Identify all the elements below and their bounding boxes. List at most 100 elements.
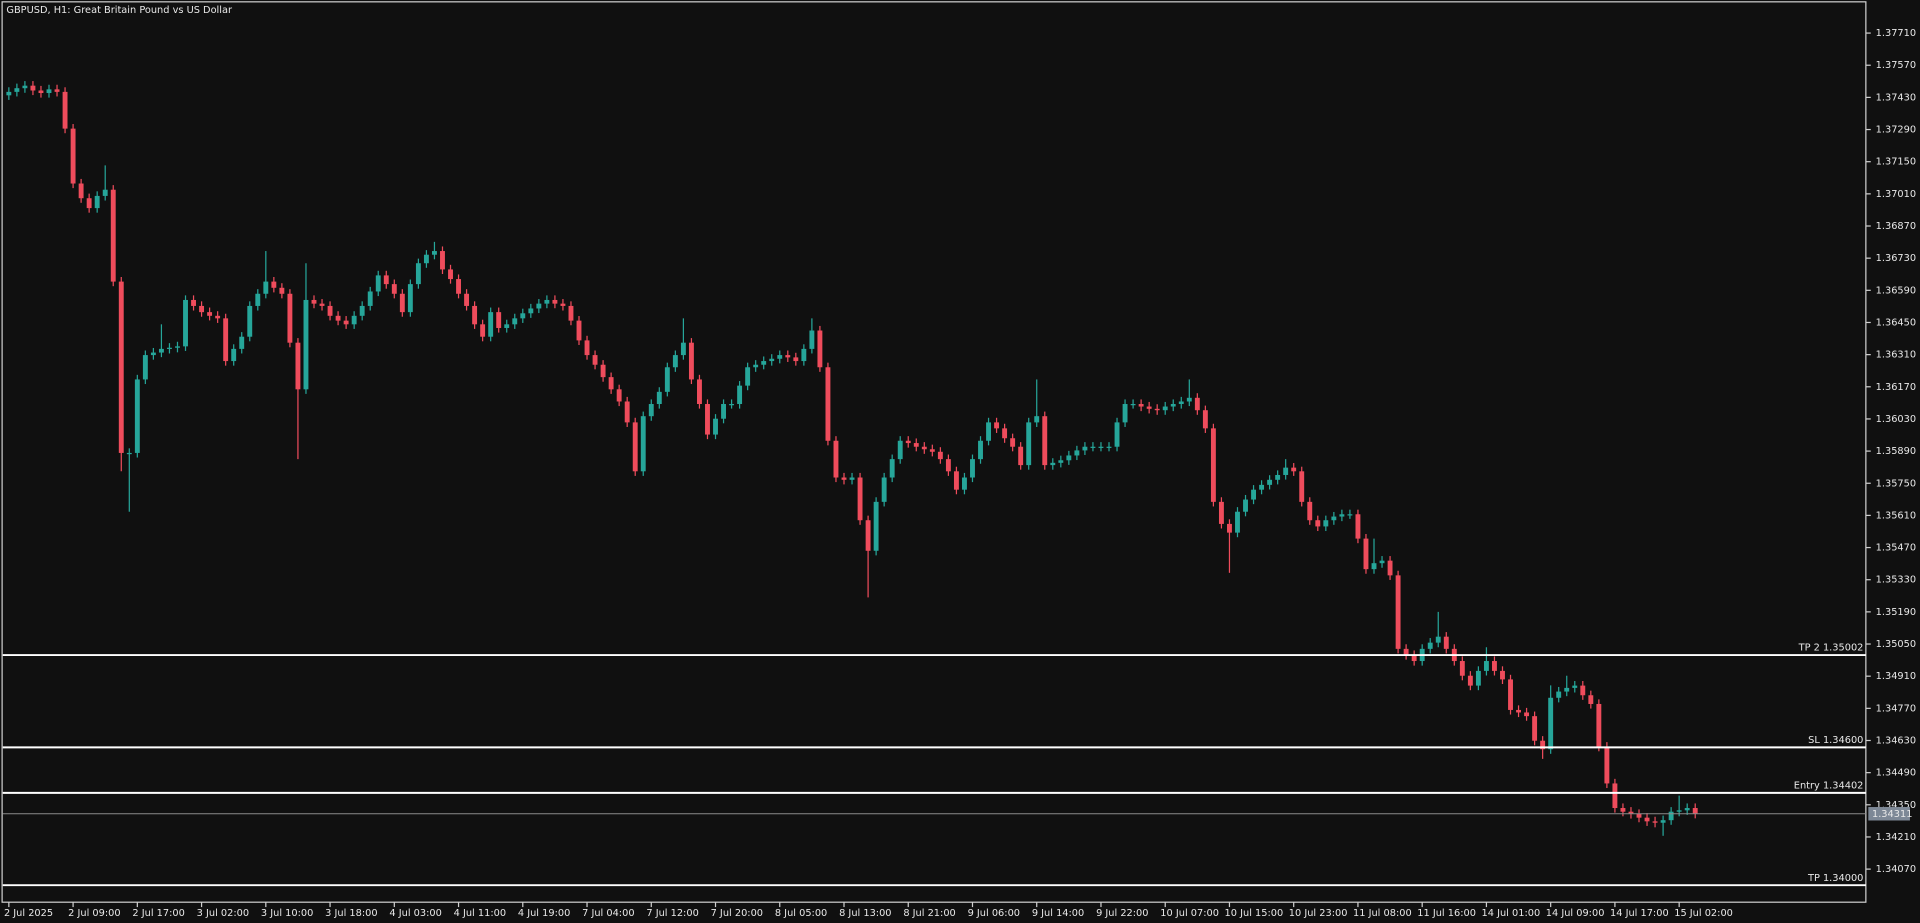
x-tick-label: 2 Jul 17:00 xyxy=(132,908,184,919)
candle-body xyxy=(953,471,959,490)
candle-body xyxy=(1283,467,1289,475)
candle-body xyxy=(1210,428,1216,502)
candle-body xyxy=(1596,703,1602,747)
candle-body xyxy=(905,440,911,444)
candle-body xyxy=(1154,408,1160,411)
candle-body xyxy=(150,352,156,356)
candle-body xyxy=(183,299,188,347)
candle-body xyxy=(1363,538,1369,570)
candle-body xyxy=(1194,397,1200,411)
candle-body xyxy=(809,330,815,349)
current-price-label: 1.34311 xyxy=(1872,809,1912,820)
candle-body xyxy=(223,318,229,362)
candle-body xyxy=(407,284,413,313)
candle-body xyxy=(351,315,357,325)
candle-body xyxy=(110,189,116,282)
candle-body xyxy=(592,355,598,365)
candle-body xyxy=(480,324,486,337)
candle-body xyxy=(729,404,735,406)
y-tick-label: 1.36310 xyxy=(1876,350,1916,361)
y-tick-label: 1.36870 xyxy=(1876,221,1916,232)
chart-title: GBPUSD, H1: Great Britain Pound vs US Do… xyxy=(6,5,233,16)
candle-body xyxy=(102,189,108,196)
candle-body xyxy=(263,281,269,294)
candle-body xyxy=(769,358,775,362)
candle-body xyxy=(865,520,871,551)
candle-body xyxy=(215,315,221,319)
candle-body xyxy=(897,440,903,460)
candle-body xyxy=(1692,808,1698,814)
candle-body xyxy=(1548,697,1554,750)
x-tick-label: 14 Jul 09:00 xyxy=(1546,908,1605,919)
y-tick-label: 1.34210 xyxy=(1876,832,1916,843)
candle-body xyxy=(1508,679,1513,710)
candle-body xyxy=(1652,821,1658,823)
x-tick-label: 9 Jul 06:00 xyxy=(968,908,1020,919)
x-tick-label: 7 Jul 04:00 xyxy=(582,908,634,919)
candle-body xyxy=(528,308,534,314)
candle-body xyxy=(311,299,317,304)
candle-body xyxy=(1443,636,1449,649)
candle-body xyxy=(6,91,12,96)
candle-body xyxy=(1331,516,1337,521)
candle-body xyxy=(167,347,172,349)
candle-body xyxy=(889,459,895,478)
candle-body xyxy=(1267,479,1273,485)
candle-body xyxy=(640,416,646,472)
candle-body xyxy=(399,293,405,313)
candle-body xyxy=(648,404,654,417)
candle-body xyxy=(664,367,670,392)
candle-body xyxy=(472,305,478,325)
candle-body xyxy=(1636,813,1642,818)
candle-body xyxy=(745,367,751,386)
candle-body xyxy=(945,459,951,472)
candle-body xyxy=(632,422,638,472)
candle-body xyxy=(175,346,180,348)
y-tick-label: 1.35890 xyxy=(1876,446,1916,457)
candle-body xyxy=(62,91,68,129)
y-tick-label: 1.37150 xyxy=(1876,157,1916,168)
candle-body xyxy=(118,281,124,453)
candle-body xyxy=(849,477,855,480)
y-tick-label: 1.34770 xyxy=(1876,703,1916,714)
candle-body xyxy=(737,385,743,405)
candle-body xyxy=(1034,416,1040,423)
x-tick-label: 9 Jul 14:00 xyxy=(1032,908,1084,919)
y-tick-label: 1.36170 xyxy=(1876,382,1916,393)
candle-body xyxy=(1483,661,1489,671)
candle-body xyxy=(1251,489,1256,500)
y-tick-label: 1.35050 xyxy=(1876,639,1916,650)
candle-body xyxy=(616,389,622,402)
y-tick-label: 1.35750 xyxy=(1876,478,1916,489)
y-tick-label: 1.34490 xyxy=(1876,768,1916,779)
candle-body xyxy=(1058,460,1064,463)
candle-body xyxy=(126,452,132,455)
x-tick-label: 14 Jul 17:00 xyxy=(1610,908,1669,919)
x-tick-label: 4 Jul 11:00 xyxy=(454,908,506,919)
y-tick-label: 1.37430 xyxy=(1876,92,1916,103)
candle-body xyxy=(520,313,526,319)
candle-body xyxy=(191,299,196,306)
candle-body xyxy=(873,501,879,551)
candle-body xyxy=(986,422,991,441)
candle-body xyxy=(30,85,36,91)
candle-body xyxy=(1355,514,1361,539)
candle-body xyxy=(1572,685,1578,688)
candle-body xyxy=(937,451,943,460)
candle-body xyxy=(1604,746,1610,784)
candle-body xyxy=(753,364,759,368)
candle-body xyxy=(705,404,710,435)
candle-body xyxy=(1307,501,1313,521)
candle-body xyxy=(1259,484,1265,490)
candle-body xyxy=(536,303,542,309)
candle-body xyxy=(343,320,349,325)
candle-body xyxy=(1138,404,1144,407)
candle-body xyxy=(1018,446,1024,466)
level-label: SL 1.34600 xyxy=(1808,735,1863,746)
candle-body xyxy=(833,440,839,478)
candle-body xyxy=(994,422,1000,429)
candle-body xyxy=(432,251,437,255)
x-tick-label: 3 Jul 10:00 xyxy=(261,908,313,919)
y-tick-label: 1.35190 xyxy=(1876,607,1916,618)
candle-body xyxy=(1427,642,1433,649)
